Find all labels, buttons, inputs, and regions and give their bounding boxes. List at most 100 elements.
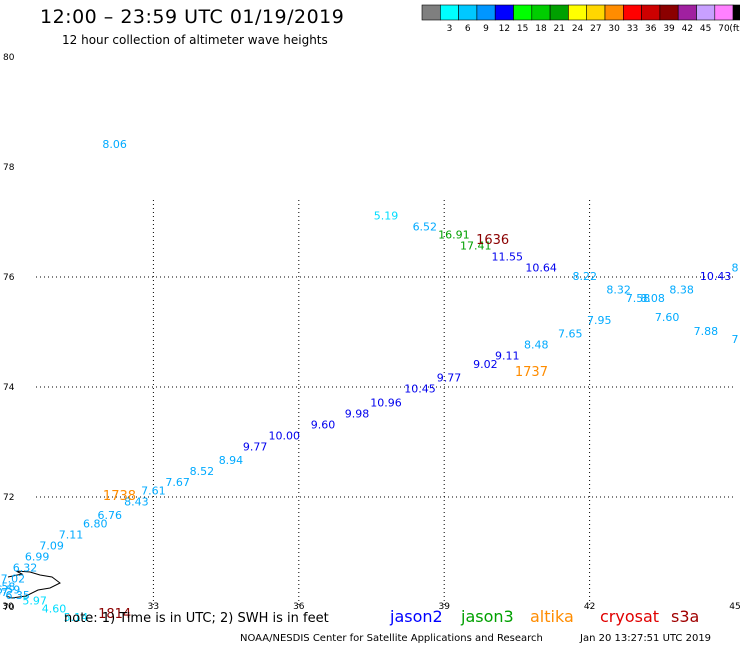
- lon-tick-label: 39: [438, 602, 450, 612]
- wave-height-label: 7.65: [558, 328, 583, 341]
- legend-tick-label: 12: [499, 24, 510, 34]
- legend-tick-label: 36: [645, 24, 657, 34]
- legend-unit: (ft): [729, 24, 740, 34]
- legend-swatch: [568, 4, 588, 21]
- wave-height-label: 7.09: [39, 539, 64, 552]
- legend-swatch: [531, 4, 551, 21]
- wave-height-label: 8.06: [102, 138, 127, 151]
- wave-height-label: 8: [732, 262, 739, 275]
- legend-swatch: [622, 4, 642, 21]
- legend-tick-label: 33: [627, 24, 638, 34]
- wave-height-label: 8.38: [669, 284, 694, 297]
- wave-height-label: 9.11: [495, 350, 520, 363]
- legend-swatch: [714, 4, 734, 21]
- pass-time-label: 1814: [98, 607, 131, 622]
- pass-time-label: 1738: [103, 489, 136, 504]
- legend-tick-label: 42: [682, 24, 693, 34]
- wave-height-label: 8.08: [640, 292, 665, 305]
- pass-time-labels: 1636 1737 1738 1814: [98, 233, 548, 622]
- satellite-legend-altika: altika: [530, 607, 574, 626]
- wave-height-label: 16.91: [438, 229, 470, 242]
- wave-height-label: 5.14: [64, 611, 89, 624]
- wave-height-label: 8.43: [124, 495, 149, 508]
- lon-tick-label: 30: [2, 602, 14, 612]
- coastline: [5, 570, 61, 599]
- wave-height-label: 8.94: [219, 454, 244, 467]
- wave-height-label: 17.41: [460, 240, 492, 253]
- lat-tick-label: 80: [3, 53, 15, 63]
- wave-height-label: 9.02: [473, 358, 498, 371]
- wave-height-label: 7: [732, 333, 739, 346]
- wave-height-label: 6.99: [25, 550, 50, 563]
- wave-height-label: 8.32: [606, 284, 631, 297]
- legend-swatch: [476, 4, 496, 21]
- wave-height-label: 7.11: [59, 528, 84, 541]
- satellite-legend-s3a: s3a: [671, 607, 700, 626]
- wave-height-label: 8.52: [190, 465, 215, 478]
- wave-height-label: 6.80: [83, 517, 108, 530]
- wave-height-label: 7.02: [1, 572, 26, 585]
- wave-height-label: 7.58: [626, 292, 651, 305]
- wave-height-label: 5.97: [22, 594, 47, 607]
- wave-height-label: 6.59: [0, 583, 20, 596]
- wave-height-label: 7.88: [694, 325, 719, 338]
- wave-height-label: 6.58: [0, 581, 15, 594]
- wave-height-label: 9.77: [437, 372, 462, 385]
- lon-tick-label: 33: [148, 602, 159, 612]
- legend-swatch: [549, 4, 569, 21]
- map-title: 12:00 – 23:59 UTC 01/19/2019: [40, 6, 345, 28]
- legend-tick-label: 3: [447, 24, 453, 34]
- legend-swatch: [604, 4, 624, 21]
- wave-height-label: 11.55: [491, 251, 523, 264]
- legend-swatch: [641, 4, 661, 21]
- legend-tick-label: 21: [554, 24, 565, 34]
- satellite-legend-cryosat: cryosat: [600, 607, 660, 626]
- legend-tick-label: 18: [535, 24, 547, 34]
- wave-height-label: 7.95: [587, 314, 612, 327]
- coastline-path: [5, 570, 61, 599]
- wave-height-label: 6.32: [13, 561, 38, 574]
- legend-swatch: [439, 4, 459, 21]
- lon-tick-label: 45: [729, 602, 740, 612]
- lat-tick-label: 76: [3, 273, 15, 283]
- wave-height-label: 9.60: [311, 418, 336, 431]
- wave-height-label: 10.00: [269, 429, 301, 442]
- credit-text: NOAA/NESDIS Center for Satellite Applica…: [240, 633, 543, 644]
- lat-tick-label: 70: [3, 603, 15, 613]
- wave-height-label: 7.61: [141, 484, 166, 497]
- pass-time-label: 1636: [476, 233, 509, 248]
- legend-swatch: [458, 4, 478, 21]
- legend-swatch: [586, 4, 606, 21]
- lat-tick-label: 74: [3, 383, 15, 393]
- legend-tick-label: 15: [517, 24, 528, 34]
- legend-tick-label: 39: [663, 24, 675, 34]
- pass-time-label: 1737: [515, 365, 548, 380]
- legend-swatch: [513, 4, 533, 21]
- wave-height-label: 6.52: [413, 220, 438, 233]
- wave-height-label: 6.35: [5, 589, 30, 602]
- legend-tick-label: 45: [700, 24, 711, 34]
- generation-timestamp: Jan 20 13:27:51 UTC 2019: [580, 633, 712, 644]
- wave-height-label: 5.87: [0, 586, 8, 599]
- wave-height-label: 6.76: [98, 509, 123, 522]
- wave-height-label: 7.60: [655, 311, 680, 324]
- wave-height-label: 10.43: [700, 270, 732, 283]
- wave-height-label: 8.22: [573, 270, 598, 283]
- legend-tick-label: 70: [718, 24, 730, 34]
- lat-tick-label: 72: [3, 493, 14, 503]
- map-grid: [36, 200, 735, 607]
- footer-note: note: 1) Time is in UTC; 2) SWH is in fe…: [64, 611, 329, 626]
- legend-swatch: [677, 4, 697, 21]
- wave-height-label: 8.48: [524, 339, 549, 352]
- wave-height-label: 9.98: [345, 407, 370, 420]
- lon-tick-label: 42: [584, 602, 595, 612]
- legend-swatch: [494, 4, 514, 21]
- legend-tick-label: 6: [465, 24, 471, 34]
- legend-tick-label: 30: [608, 24, 620, 34]
- legend-tick-label: 27: [590, 24, 601, 34]
- satellite-legend-jason2: jason2: [390, 607, 443, 626]
- wave-height-label: 10.96: [370, 396, 402, 409]
